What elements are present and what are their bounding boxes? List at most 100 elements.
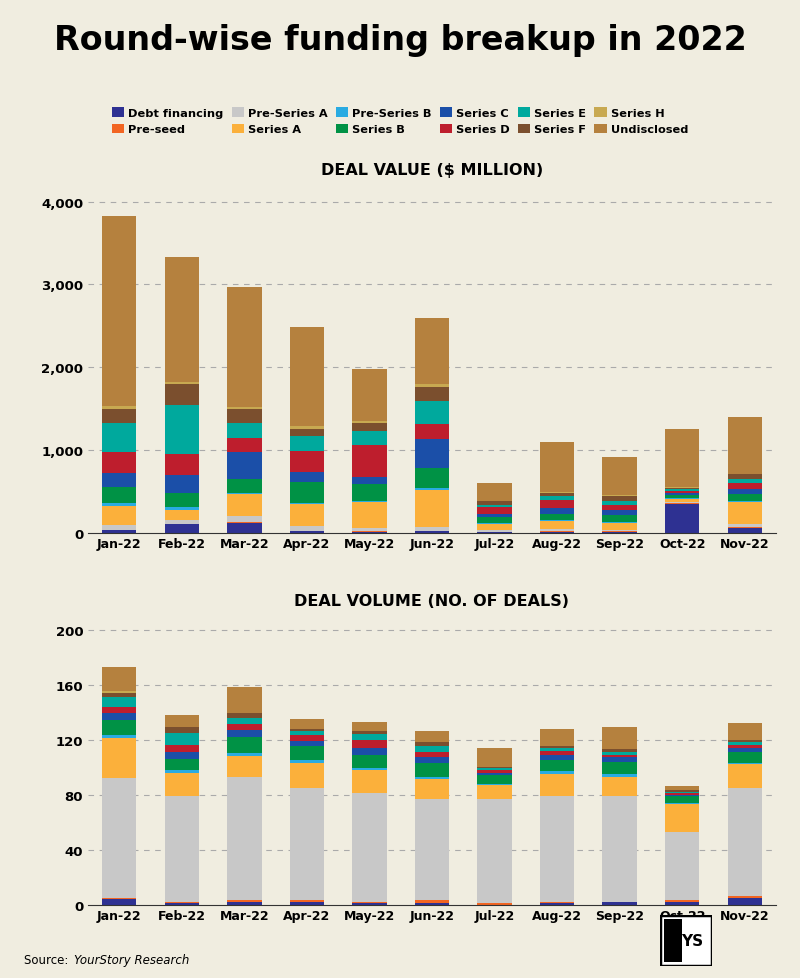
Bar (227, 288, 262, 408)
Bar (602, 775, 637, 777)
Bar (414, 490, 449, 527)
Bar (165, 745, 199, 752)
Bar (352, 370, 386, 422)
Bar (102, 530, 137, 533)
FancyBboxPatch shape (660, 915, 712, 966)
Bar (478, 748, 512, 768)
Bar (602, 497, 637, 502)
Bar (290, 429, 324, 437)
Bar (727, 528, 762, 533)
Bar (727, 525, 762, 528)
Bar (290, 763, 324, 788)
Bar (165, 520, 199, 524)
Bar (414, 439, 449, 468)
Bar (227, 523, 262, 533)
Bar (665, 795, 699, 796)
Bar (602, 728, 637, 749)
Bar (414, 901, 449, 904)
Bar (227, 756, 262, 777)
Bar (727, 503, 762, 525)
Bar (414, 746, 449, 752)
Bar (227, 423, 262, 439)
Bar (602, 902, 637, 905)
Bar (727, 479, 762, 484)
Bar (540, 520, 574, 521)
Bar (352, 755, 386, 769)
Title: DEAL VALUE ($ MILLION): DEAL VALUE ($ MILLION) (321, 162, 543, 178)
Bar (727, 475, 762, 479)
Bar (602, 502, 637, 506)
Bar (290, 735, 324, 741)
Bar (540, 521, 574, 530)
Bar (665, 492, 699, 493)
Bar (665, 430, 699, 488)
Bar (478, 524, 512, 531)
Bar (290, 746, 324, 761)
Bar (102, 697, 137, 707)
Bar (227, 479, 262, 493)
Bar (540, 761, 574, 772)
Bar (165, 494, 199, 508)
Bar (227, 493, 262, 495)
Bar (227, 737, 262, 753)
Bar (478, 483, 512, 502)
Bar (478, 514, 512, 517)
Bar (290, 719, 324, 729)
Bar (227, 901, 262, 902)
Bar (540, 904, 574, 905)
Bar (290, 472, 324, 483)
Bar (227, 714, 262, 718)
Text: YS: YS (681, 933, 703, 949)
Bar (227, 777, 262, 901)
Bar (227, 408, 262, 410)
Bar (540, 501, 574, 509)
Bar (290, 526, 324, 531)
Bar (727, 745, 762, 748)
Bar (602, 523, 637, 530)
Bar (165, 405, 199, 455)
Bar (540, 772, 574, 775)
Bar (102, 507, 137, 525)
Bar (602, 777, 637, 796)
Bar (352, 734, 386, 739)
Bar (290, 426, 324, 429)
Bar (290, 729, 324, 732)
Text: Round-wise funding breakup in 2022: Round-wise funding breakup in 2022 (54, 24, 746, 58)
Bar (727, 490, 762, 494)
Bar (290, 732, 324, 735)
Bar (602, 755, 637, 758)
Bar (665, 792, 699, 793)
Bar (227, 753, 262, 756)
Bar (165, 773, 199, 796)
Bar (478, 769, 512, 770)
Bar (665, 902, 699, 905)
Bar (352, 793, 386, 902)
Bar (165, 455, 199, 475)
Bar (540, 751, 574, 755)
Bar (540, 493, 574, 497)
Bar (727, 418, 762, 474)
Bar (727, 742, 762, 745)
Bar (727, 897, 762, 898)
Bar (602, 506, 637, 511)
Bar (102, 707, 137, 714)
Bar (290, 452, 324, 472)
Bar (352, 748, 386, 755)
Bar (414, 402, 449, 424)
Bar (227, 495, 262, 517)
Bar (478, 773, 512, 776)
Bar (414, 387, 449, 402)
Bar (727, 765, 762, 788)
Bar (352, 902, 386, 904)
Bar (478, 799, 512, 904)
Bar (727, 748, 762, 752)
Bar (102, 899, 137, 905)
Bar (665, 786, 699, 790)
Bar (540, 755, 574, 761)
Bar (727, 752, 762, 763)
Bar (165, 525, 199, 533)
Bar (102, 898, 137, 899)
Bar (102, 504, 137, 507)
Bar (165, 508, 199, 511)
Bar (165, 715, 199, 728)
